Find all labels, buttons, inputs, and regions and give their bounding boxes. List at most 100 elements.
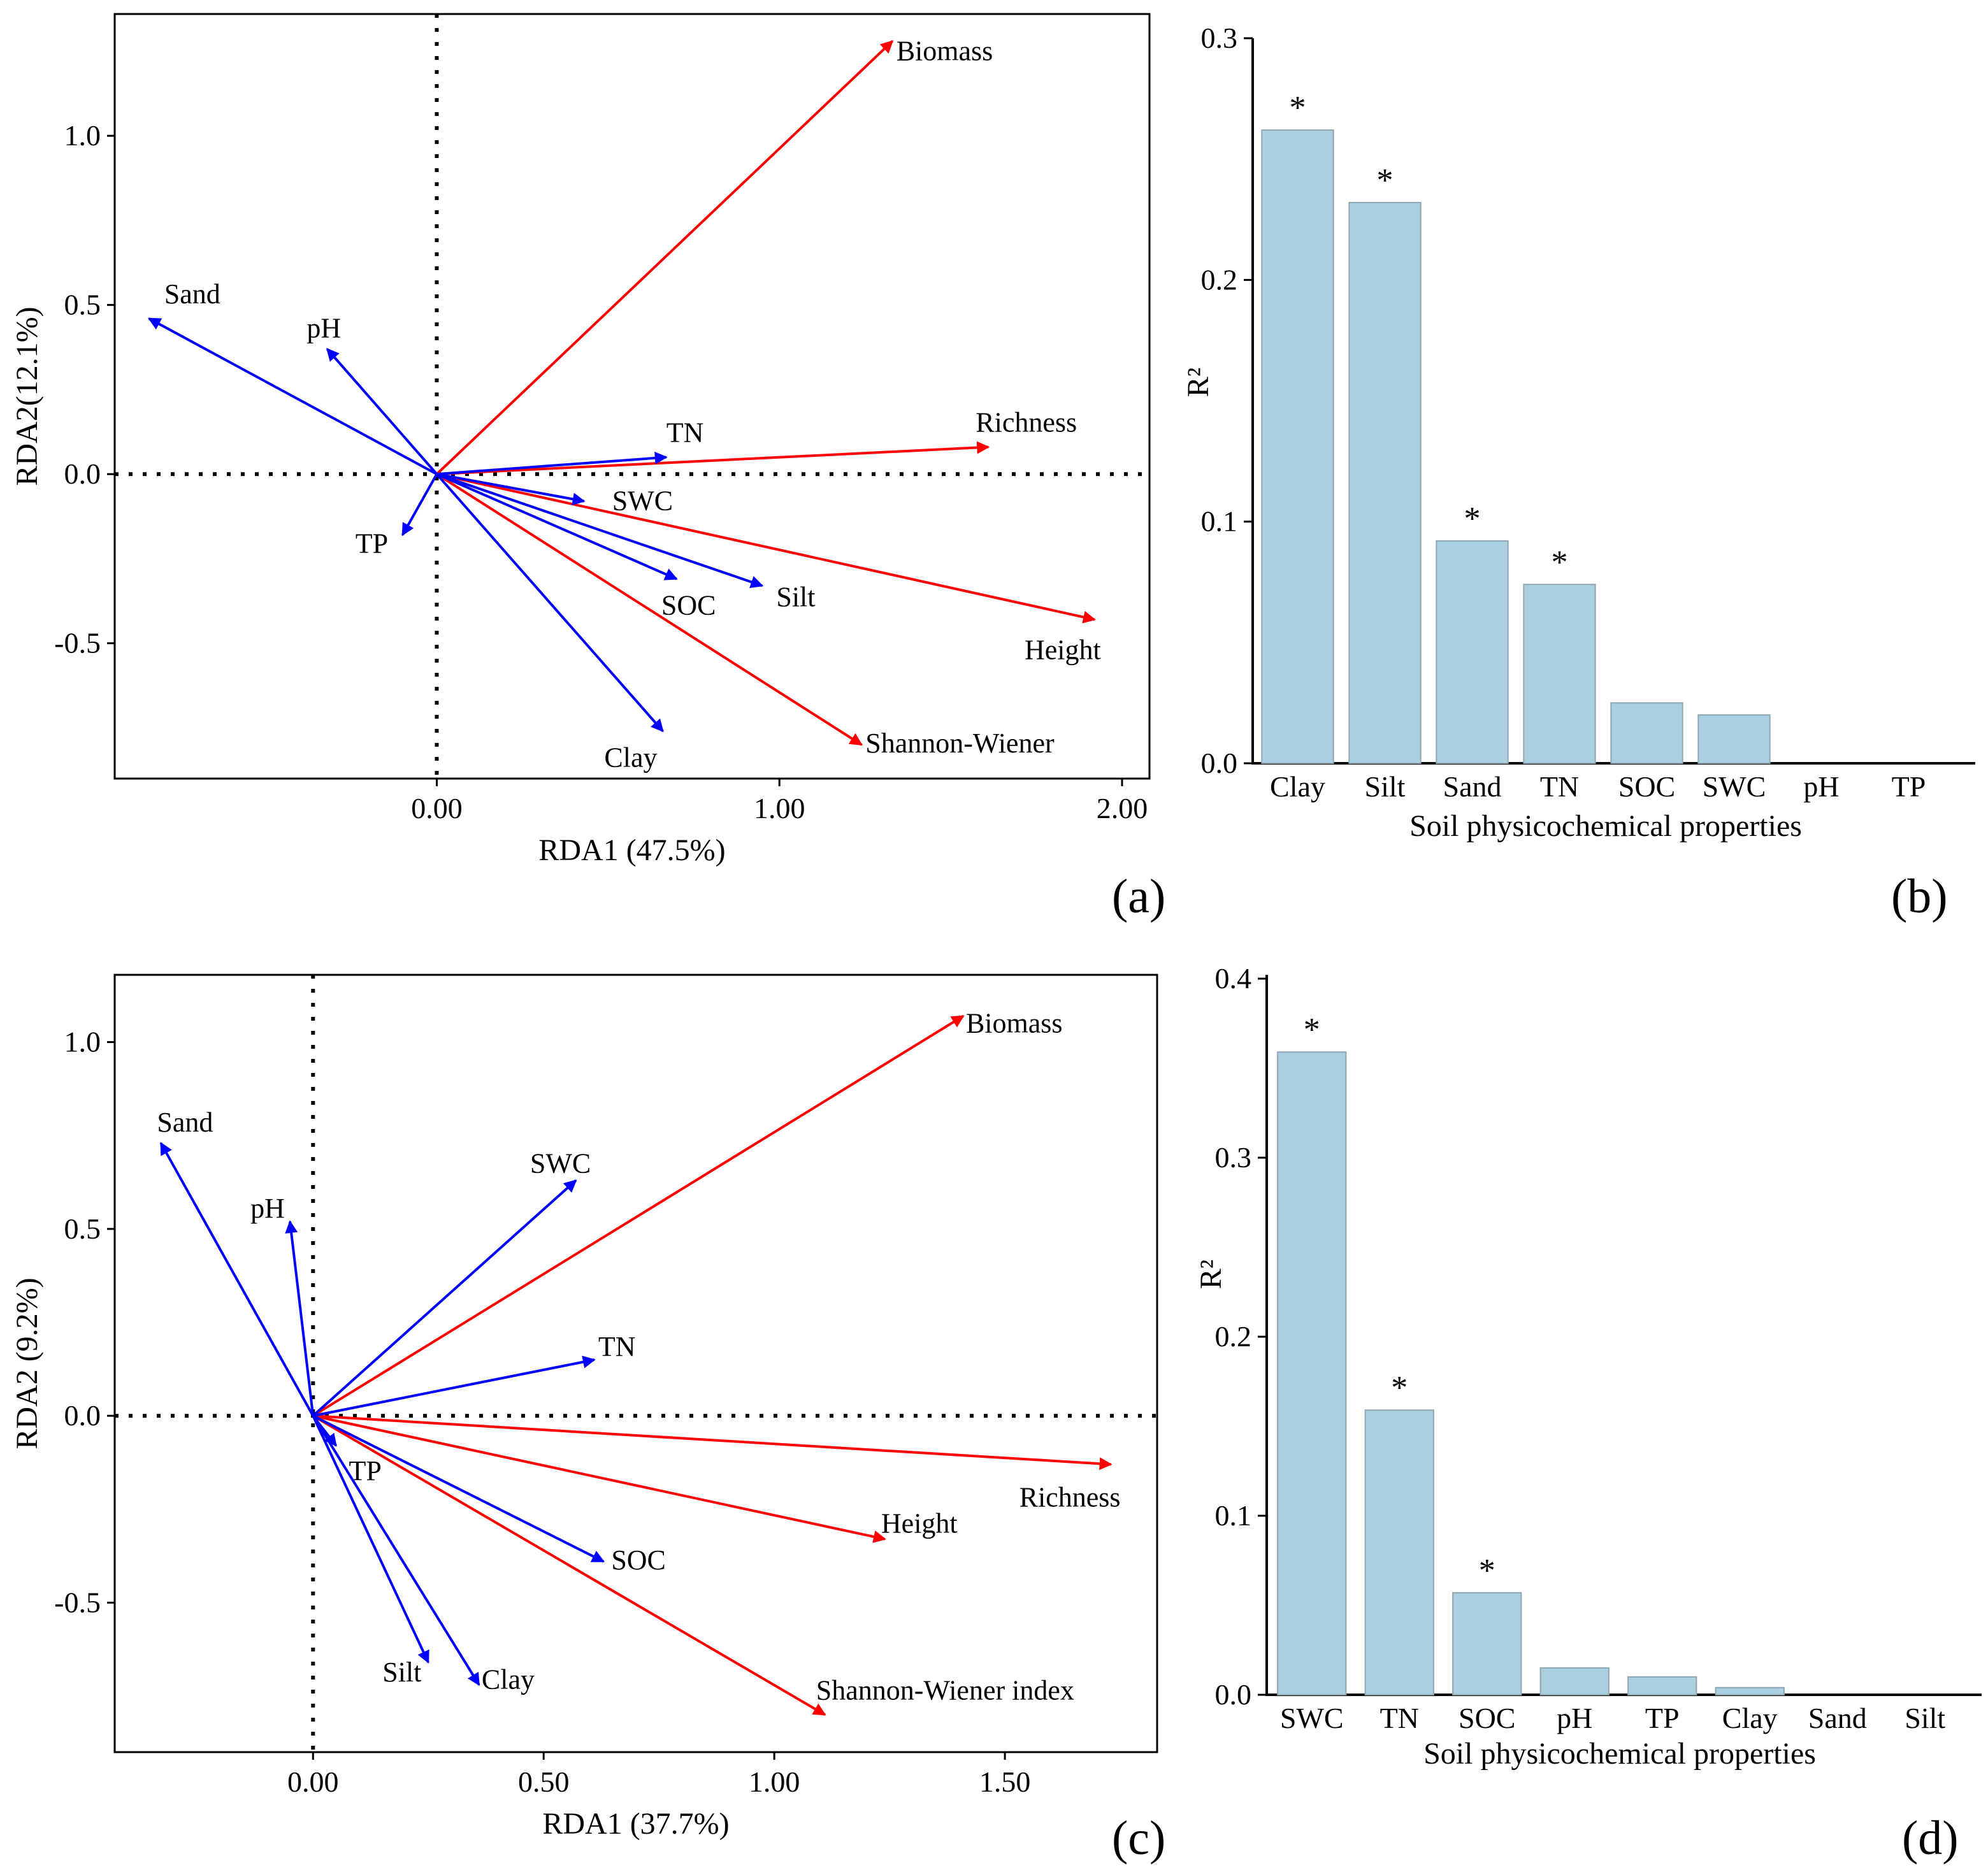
panel-a-vector-label: pH: [306, 313, 341, 344]
panel-a-vector-soc: SOC: [436, 473, 716, 621]
panel-c-vector-label: Clay: [482, 1664, 535, 1695]
panel-b-y-ticks: 0.0 0.1 0.2 0.3: [1201, 22, 1253, 779]
panel-a-vector-label: Silt: [776, 581, 815, 612]
panel-a-rda-biplot: -0.5 0.0 0.5 1.0 0.00 1.00 2.00 Biomass …: [10, 13, 1165, 923]
panel-a-y-ticks: -0.5 0.0 0.5 1.0: [54, 119, 115, 659]
panel-c-y-tick-label: 0.0: [64, 1399, 101, 1432]
panel-b-y-tick-label: 0.1: [1201, 505, 1238, 538]
panel-d-bar-tn: * TN: [1364, 1370, 1434, 1734]
panel-a-y-tick-2: 0.0: [64, 457, 115, 490]
panel-a-y-axis-label: RDA2(12.1%): [10, 306, 44, 485]
panel-a-y-tick-label: 0.0: [64, 457, 101, 490]
panel-c-vector-label: TN: [598, 1331, 636, 1362]
panel-a-y-tick-4: 1.0: [64, 119, 115, 152]
panel-d-y-tick-2: 0.1: [1215, 1499, 1267, 1532]
panel-a-vectors: Biomass Richness Height Shannon-Wiener S…: [148, 35, 1101, 773]
panel-b-category-label: Silt: [1365, 770, 1406, 803]
panel-c-vector-ph: pH: [250, 1193, 315, 1416]
panel-d-bar-silt: Silt: [1905, 1702, 1945, 1734]
panel-d-bar-swc: * SWC: [1277, 1012, 1347, 1734]
panel-a-vector-clay: Clay: [435, 473, 664, 773]
panel-a-vector-shannon-wiener: Shannon-Wiener: [436, 473, 1055, 759]
panel-b-significance-mark: *: [1377, 162, 1394, 199]
panel-d-category-label: Sand: [1808, 1702, 1867, 1734]
panel-a-x-tick-1: 0.00: [411, 779, 463, 824]
panel-c-vectors: Biomass Richness Height Shannon-Wiener i…: [157, 1008, 1121, 1716]
panel-a-vector-label: SWC: [612, 485, 673, 517]
panel-c-vector-height: Height: [312, 1414, 958, 1543]
panel-c-x-ticks: 0.00 0.50 1.00 1.50: [287, 1752, 1030, 1798]
panel-c-x-tick-label: 0.00: [287, 1766, 339, 1798]
panel-b-y-tick-label: 0.0: [1201, 747, 1238, 779]
panel-a-y-tick-label: 1.0: [64, 119, 101, 152]
panel-c-y-tick-1: -0.5: [54, 1586, 115, 1618]
panel-d-y-tick-5: 0.4: [1215, 962, 1267, 995]
panel-c-y-tick-label: 0.5: [64, 1212, 101, 1245]
panel-d-significance-mark: *: [1304, 1012, 1320, 1048]
panel-b-y-tick-3: 0.2: [1201, 263, 1253, 296]
panel-b-y-tick-2: 0.1: [1201, 505, 1253, 538]
panel-c-rda-biplot: -0.5 0.0 0.5 1.0 0.00 0.50 1.00 1.50 Bio…: [10, 974, 1165, 1865]
panel-b-bar-soc: SOC: [1610, 702, 1683, 803]
panel-c-vector-clay: Clay: [312, 1415, 535, 1695]
panel-c-y-tick-label: -0.5: [54, 1586, 101, 1618]
panel-d-y-tick-label: 0.3: [1215, 1141, 1252, 1174]
panel-a-vector-swc: SWC: [436, 473, 673, 517]
panel-d-category-label: TN: [1380, 1702, 1419, 1734]
panel-a-vector-biomass: Biomass: [436, 35, 993, 475]
panel-a-vector-label: TN: [666, 417, 704, 449]
panel-b-y-axis-label: R²: [1181, 368, 1215, 397]
panel-a-vector-label: Richness: [976, 407, 1077, 438]
panel-c-vector-soc: SOC: [312, 1414, 666, 1576]
panel-a-vector-sand: Sand: [148, 278, 438, 475]
panel-b-category-label: Clay: [1270, 770, 1325, 803]
panel-c-vector-label: Shannon-Wiener index: [816, 1674, 1074, 1706]
panel-a-x-tick-label: 0.00: [411, 792, 463, 824]
panel-b-bar-swc: SWC: [1697, 714, 1771, 803]
panel-b-bars: * Clay * Silt * Sand * TN SOC SWC pH TP: [1261, 90, 1926, 803]
panel-d-r2-bar-chart: 0.0 0.1 0.2 0.3 0.4 * SWC * TN * SOC pH TP …: [1194, 962, 1982, 1865]
panel-a-letter: (a): [1112, 870, 1165, 923]
panel-d-y-tick-3: 0.2: [1215, 1320, 1267, 1353]
panel-c-vector-tn: TN: [312, 1331, 636, 1418]
panel-c-vector-label: Richness: [1019, 1481, 1121, 1513]
panel-b-significance-mark: *: [1290, 90, 1306, 126]
panel-a-vector-richness: Richness: [436, 407, 1077, 476]
panel-d-category-label: SWC: [1280, 1702, 1344, 1734]
panel-d-y-tick-label: 0.1: [1215, 1499, 1252, 1532]
panel-d-bar-clay: Clay: [1715, 1687, 1785, 1734]
panel-b-category-label: TN: [1540, 770, 1579, 803]
panel-b-letter: (b): [1891, 870, 1948, 923]
panel-d-significance-mark: *: [1391, 1370, 1408, 1406]
panel-c-vector-label: Sand: [157, 1107, 213, 1138]
panel-c-x-tick-4: 1.50: [979, 1752, 1030, 1798]
panel-d-category-label: pH: [1557, 1702, 1592, 1734]
panel-d-bar-tp: TP: [1627, 1676, 1697, 1734]
panel-c-vector-label: Biomass: [966, 1008, 1063, 1039]
panel-b-bar-clay: * Clay: [1261, 90, 1334, 803]
panel-c-vector-swc: SWC: [312, 1148, 591, 1417]
panel-a-x-tick-label: 1.00: [754, 792, 805, 824]
panel-c-x-tick-2: 0.50: [518, 1752, 570, 1798]
panel-b-y-tick-4: 0.3: [1201, 22, 1253, 54]
panel-b-bar-sand: * Sand: [1436, 501, 1509, 803]
panel-d-y-tick-label: 0.4: [1215, 962, 1252, 995]
panel-c-x-tick-3: 1.00: [749, 1752, 800, 1798]
panel-c-y-tick-3: 0.5: [64, 1212, 115, 1245]
panel-b-y-tick-label: 0.2: [1201, 263, 1238, 296]
panel-c-vector-silt: Silt: [312, 1415, 430, 1688]
panel-a-vector-label: TP: [356, 528, 388, 559]
panel-a-vector-label: Clay: [604, 742, 657, 773]
panel-d-y-tick-label: 0.0: [1215, 1678, 1252, 1711]
panel-b-category-label: SOC: [1618, 770, 1675, 803]
panel-c-plot-frame: [113, 974, 1158, 1753]
panel-b-category-label: Sand: [1443, 770, 1502, 803]
panel-c-x-tick-label: 0.50: [518, 1766, 570, 1798]
panel-c-y-axis-label: RDA2 (9.2%): [10, 1277, 44, 1449]
panel-c-y-tick-label: 1.0: [64, 1026, 101, 1058]
panel-a-x-tick-3: 2.00: [1097, 779, 1148, 824]
panel-a-vector-label: Sand: [164, 278, 220, 310]
panel-c-x-axis-label: RDA1 (37.7%): [542, 1807, 729, 1841]
panel-d-category-label: Silt: [1905, 1702, 1945, 1734]
